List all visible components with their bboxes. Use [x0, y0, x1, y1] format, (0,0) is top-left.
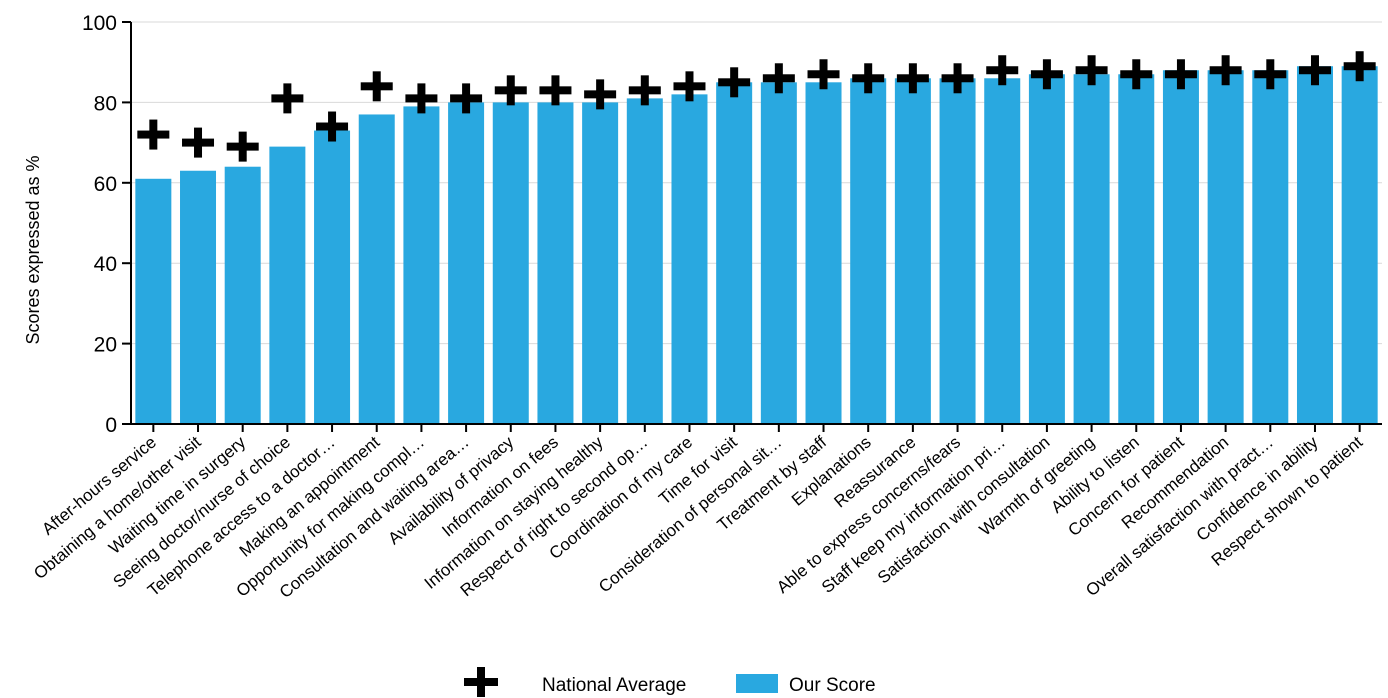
- bar: [448, 102, 485, 425]
- bar: [224, 166, 261, 424]
- national-average-marker: [137, 119, 170, 150]
- y-tick-label: 100: [82, 12, 117, 35]
- legend: National Average Our Score: [464, 667, 876, 697]
- bar: [180, 170, 217, 424]
- bar: [805, 82, 842, 425]
- national-average-marker: [360, 71, 393, 102]
- bar: [135, 178, 172, 424]
- national-average-marker: [628, 75, 661, 106]
- national-average-marker: [718, 67, 751, 98]
- legend-our-score-swatch: [736, 674, 778, 693]
- national-average-marker: [673, 71, 706, 102]
- y-tick-label: 80: [94, 92, 117, 115]
- bar: [1252, 70, 1289, 425]
- national-average-marker: [539, 75, 572, 106]
- national-average-marker: [1075, 55, 1108, 86]
- y-tick-label: 20: [94, 334, 117, 357]
- bar: [716, 82, 753, 425]
- bar: [358, 114, 395, 425]
- bar: [939, 78, 976, 424]
- national-average-marker: [1298, 55, 1331, 86]
- national-average-marker: [1030, 59, 1063, 90]
- y-tick-label: 0: [105, 414, 117, 437]
- bar: [1341, 66, 1378, 424]
- national-average-marker: [1120, 59, 1153, 90]
- national-average-marker: [941, 63, 974, 94]
- national-average-marker: [807, 59, 840, 90]
- bar: [403, 106, 440, 425]
- bar: [1073, 74, 1110, 424]
- bar: [1162, 70, 1199, 425]
- legend-national-average-marker: [464, 667, 498, 697]
- national-average-marker: [316, 111, 349, 142]
- y-tick-label: 40: [94, 253, 117, 276]
- bar: [537, 102, 574, 425]
- national-average-marker: [1343, 51, 1376, 82]
- national-average-marker: [450, 83, 483, 114]
- national-average-marker: [405, 83, 438, 114]
- bar: [984, 78, 1021, 424]
- national-average-marker: [226, 131, 259, 162]
- bar: [1118, 74, 1155, 424]
- legend-our-score-label: Our Score: [789, 675, 876, 696]
- legend-national-average-label: National Average: [542, 675, 686, 696]
- markers-national-average: [137, 51, 1376, 162]
- bar: [626, 98, 663, 424]
- national-average-marker: [762, 63, 795, 94]
- national-average-marker: [494, 75, 527, 106]
- bar: [894, 78, 931, 424]
- y-axis: 0 20 40 60 80 100: [82, 12, 132, 437]
- national-average-marker: [896, 63, 929, 94]
- national-average-marker: [852, 63, 885, 94]
- bar: [314, 130, 351, 425]
- national-average-marker: [1254, 59, 1287, 90]
- national-average-marker: [584, 79, 617, 110]
- national-average-marker: [271, 83, 304, 114]
- bar: [1296, 66, 1333, 424]
- bars-our-score: [135, 66, 1378, 425]
- bar: [1028, 74, 1065, 424]
- y-axis-label: Scores expressed as %: [23, 155, 43, 344]
- national-average-marker: [182, 127, 215, 158]
- bar: [582, 102, 619, 425]
- bar: [850, 78, 887, 424]
- y-tick-label: 60: [94, 173, 117, 196]
- national-average-marker: [986, 55, 1019, 86]
- bar: [1207, 70, 1244, 425]
- bar: [492, 102, 529, 425]
- bar: [269, 146, 306, 424]
- national-average-marker: [1209, 55, 1242, 86]
- national-average-marker: [1164, 59, 1197, 90]
- bar: [671, 94, 708, 425]
- bar: [760, 82, 797, 425]
